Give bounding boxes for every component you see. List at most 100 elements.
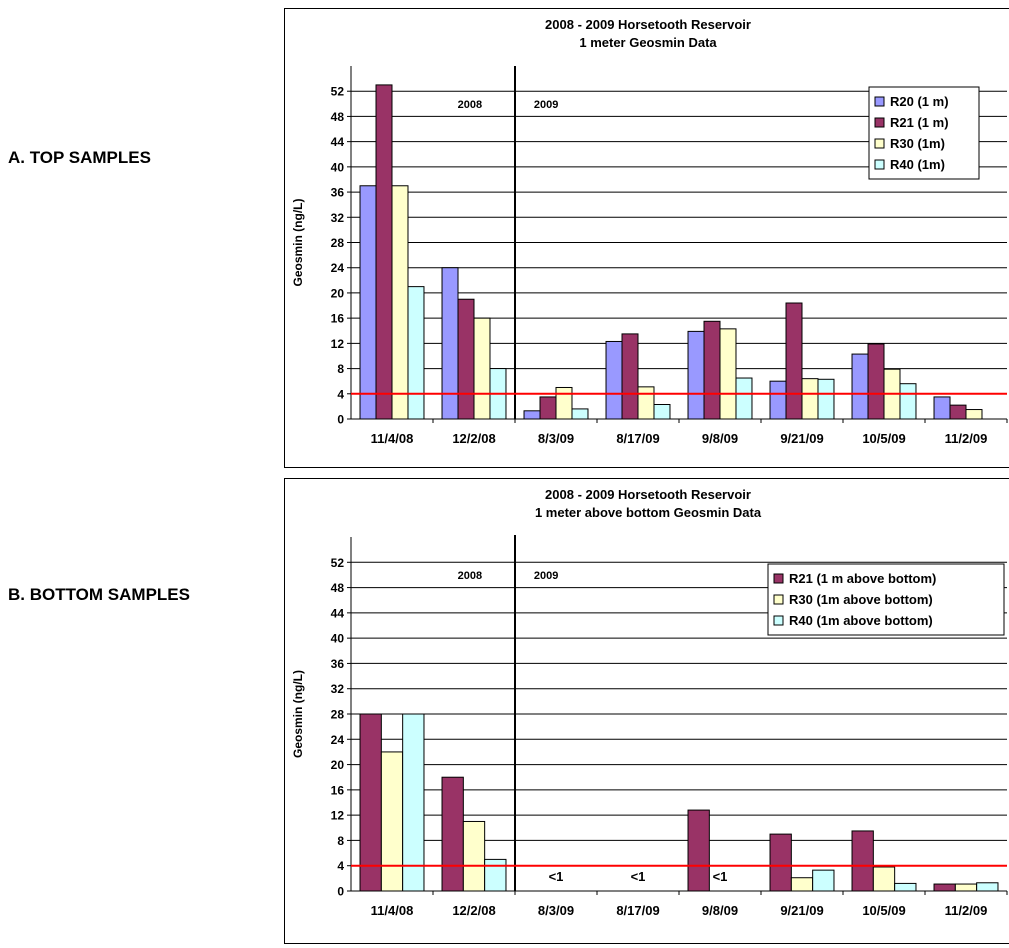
y-tick-label: 44 xyxy=(331,606,345,620)
bar xyxy=(391,185,409,420)
y-tick-label: 52 xyxy=(331,556,345,570)
bar xyxy=(867,343,885,420)
legend-label: R21 (1 m) xyxy=(890,115,949,130)
y-axis-label: Geosmin (ng/L) xyxy=(291,199,305,287)
legend-swatch xyxy=(874,138,885,149)
legend-label: R40 (1m above bottom) xyxy=(789,613,933,628)
x-tick-label: 12/2/08 xyxy=(452,903,495,918)
bar xyxy=(933,396,951,420)
bar xyxy=(473,317,491,420)
bar xyxy=(785,302,803,420)
year-label-background xyxy=(454,94,485,111)
x-tick-label: 11/2/09 xyxy=(945,431,988,446)
bar xyxy=(872,866,896,892)
legend-label: R20 (1 m) xyxy=(890,94,949,109)
y-tick-label: 40 xyxy=(331,160,345,174)
legend-swatch xyxy=(874,96,885,107)
x-tick-label: 9/8/09 xyxy=(702,903,738,918)
x-tick-label: 9/8/09 xyxy=(702,431,738,446)
bar xyxy=(687,809,710,892)
bar xyxy=(457,298,475,420)
chart-subtitle: 1 meter Geosmin Data xyxy=(579,35,717,50)
y-tick-label: 4 xyxy=(337,859,344,873)
y-tick-label: 16 xyxy=(331,783,345,797)
bottom-geosmin-chart: 2008 - 2009 Horsetooth Reservoir 1 meter … xyxy=(291,487,1008,918)
bar xyxy=(719,328,737,420)
chart-title: 2008 - 2009 Horsetooth Reservoir xyxy=(545,487,751,502)
y-tick-label: 28 xyxy=(331,708,345,722)
bar xyxy=(375,84,393,420)
bar xyxy=(899,383,917,420)
bar xyxy=(605,340,623,420)
y-tick-label: 40 xyxy=(331,632,345,646)
y-axis-label: Geosmin (ng/L) xyxy=(291,670,305,758)
value-annotation: <1 xyxy=(549,869,564,884)
year-label-background xyxy=(531,565,562,582)
bar xyxy=(703,320,721,420)
y-tick-label: 28 xyxy=(331,236,345,250)
bar xyxy=(523,410,541,420)
bar xyxy=(801,378,819,420)
bar xyxy=(571,408,589,420)
x-tick-label: 9/21/09 xyxy=(780,431,823,446)
top-chart-panel: 2008 - 2009 Horsetooth Reservoir 1 meter … xyxy=(284,8,1009,468)
legend-box xyxy=(868,86,980,180)
bar xyxy=(851,830,874,892)
y-tick-label: 0 xyxy=(337,413,344,427)
chart-subtitle: 1 meter above bottom Geosmin Data xyxy=(535,505,762,520)
x-tick-label: 12/2/08 xyxy=(452,431,495,446)
bar xyxy=(359,185,377,420)
year-label-background xyxy=(454,565,485,582)
bar xyxy=(653,404,671,420)
y-tick-label: 52 xyxy=(331,85,345,99)
value-annotation: <1 xyxy=(631,869,646,884)
bottom-chart-panel: 2008 - 2009 Horsetooth Reservoir 1 meter … xyxy=(284,478,1009,944)
legend-swatch xyxy=(773,615,784,626)
y-tick-label: 32 xyxy=(331,682,345,696)
bar xyxy=(539,396,557,420)
y-tick-label: 32 xyxy=(331,211,345,225)
year-label-2008: 2008 xyxy=(458,99,482,111)
year-label-2009: 2009 xyxy=(534,570,558,582)
bar xyxy=(965,409,983,420)
y-tick-label: 0 xyxy=(337,885,344,899)
y-tick-label: 12 xyxy=(331,337,345,351)
legend-box xyxy=(767,563,1005,636)
bar xyxy=(687,330,705,420)
y-tick-label: 16 xyxy=(331,312,345,326)
bar xyxy=(790,877,814,892)
bar xyxy=(949,404,967,420)
bar xyxy=(976,882,999,892)
legend-swatch xyxy=(773,573,784,584)
x-tick-label: 9/21/09 xyxy=(780,903,823,918)
y-tick-label: 12 xyxy=(331,809,345,823)
value-annotation: <1 xyxy=(713,869,728,884)
legend-label: R21 (1 m above bottom) xyxy=(789,571,936,586)
bar xyxy=(637,386,655,420)
bar xyxy=(894,882,917,892)
x-tick-label: 8/17/09 xyxy=(616,903,659,918)
y-tick-label: 24 xyxy=(331,261,345,275)
legend-swatch xyxy=(874,117,885,128)
bar xyxy=(462,820,486,892)
bar xyxy=(769,380,787,420)
legend-swatch xyxy=(874,159,885,170)
y-tick-label: 20 xyxy=(331,286,345,300)
top-geosmin-chart: 2008 - 2009 Horsetooth Reservoir 1 meter … xyxy=(291,17,1008,446)
y-tick-label: 4 xyxy=(337,387,344,401)
bottom-samples-label: B. BOTTOM SAMPLES xyxy=(8,585,190,604)
y-tick-label: 20 xyxy=(331,758,345,772)
legend-label: R30 (1m) xyxy=(890,136,945,151)
y-tick-label: 36 xyxy=(331,657,345,671)
bar xyxy=(851,353,869,420)
x-tick-label: 10/5/09 xyxy=(862,903,905,918)
bar xyxy=(621,333,639,420)
legend-label: R30 (1m above bottom) xyxy=(789,592,933,607)
bar xyxy=(441,776,464,892)
y-tick-label: 48 xyxy=(331,581,345,595)
x-tick-label: 10/5/09 xyxy=(862,431,905,446)
year-label-background xyxy=(531,94,562,111)
bar xyxy=(769,833,792,892)
legend-label: R40 (1m) xyxy=(890,157,945,172)
bar xyxy=(402,713,425,892)
